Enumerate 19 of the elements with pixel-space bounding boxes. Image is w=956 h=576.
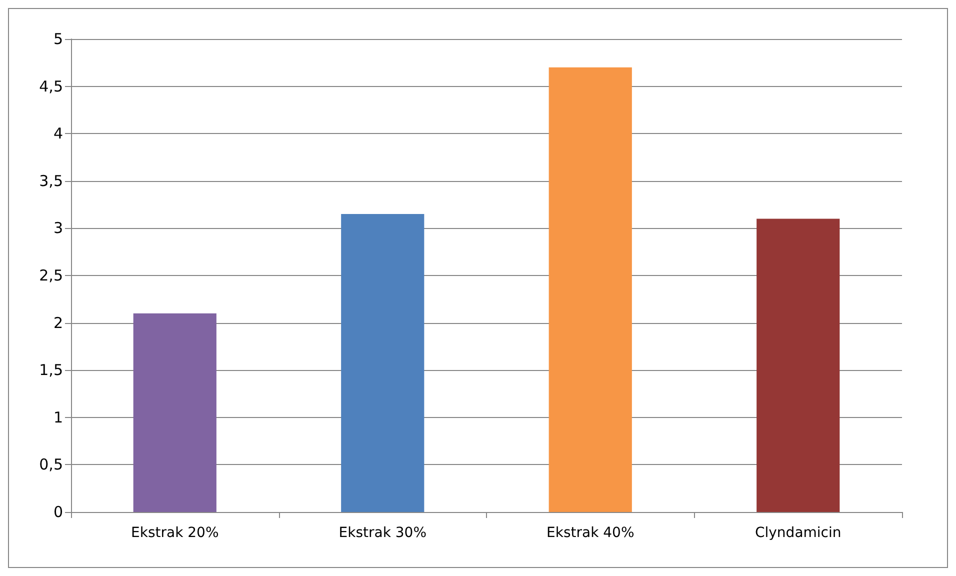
x-tick-label: Ekstrak 20%	[131, 525, 219, 541]
bar	[756, 218, 840, 512]
x-tick-label: Ekstrak 40%	[546, 525, 634, 541]
y-tick-label: 1	[53, 408, 63, 426]
y-tick-label: 2,5	[39, 266, 63, 284]
x-tick-label: Clyndamicin	[754, 525, 842, 541]
bar	[133, 313, 216, 512]
y-tick-label: 5	[53, 30, 63, 48]
bar	[341, 214, 424, 512]
y-tick-label: 2	[53, 314, 63, 332]
y-tick-label: 4,5	[39, 77, 63, 96]
y-tick-label: 4	[53, 124, 63, 143]
y-tick-label: 0	[53, 503, 63, 521]
y-tick-label: 0,5	[39, 456, 63, 474]
y-tick-label: 3	[53, 219, 63, 238]
x-tick-label: Ekstrak 30%	[338, 525, 426, 541]
bar	[548, 67, 632, 512]
y-tick-label: 3,5	[39, 172, 63, 190]
y-tick-label: 1,5	[39, 361, 63, 380]
